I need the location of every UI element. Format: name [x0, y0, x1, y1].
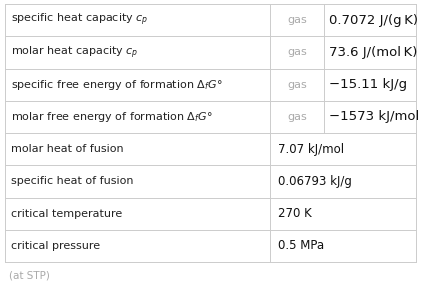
- Text: (at STP): (at STP): [9, 271, 50, 281]
- Text: −15.11 kJ/g: −15.11 kJ/g: [328, 78, 407, 91]
- Text: 7.07 kJ/mol: 7.07 kJ/mol: [278, 143, 344, 156]
- Text: gas: gas: [287, 112, 306, 122]
- Text: 0.5 MPa: 0.5 MPa: [278, 239, 324, 252]
- Text: −1573 kJ/mol: −1573 kJ/mol: [328, 110, 419, 123]
- Text: molar free energy of formation $\Delta_f G°$: molar free energy of formation $\Delta_f…: [11, 110, 213, 124]
- Text: gas: gas: [287, 80, 306, 90]
- Text: critical temperature: critical temperature: [11, 209, 122, 219]
- Text: 0.06793 kJ/g: 0.06793 kJ/g: [278, 175, 352, 188]
- Text: gas: gas: [287, 15, 306, 25]
- Text: 73.6 J/(mol K): 73.6 J/(mol K): [328, 46, 417, 59]
- Text: critical pressure: critical pressure: [11, 241, 100, 251]
- Text: 0.7072 J/(g K): 0.7072 J/(g K): [328, 14, 418, 27]
- Text: molar heat capacity $c_p$: molar heat capacity $c_p$: [11, 44, 139, 61]
- Text: molar heat of fusion: molar heat of fusion: [11, 144, 124, 154]
- Text: specific free energy of formation $\Delta_f G°$: specific free energy of formation $\Delt…: [11, 78, 223, 92]
- Text: gas: gas: [287, 47, 306, 57]
- Text: specific heat capacity $c_p$: specific heat capacity $c_p$: [11, 12, 148, 28]
- Text: 270 K: 270 K: [278, 207, 312, 220]
- Text: specific heat of fusion: specific heat of fusion: [11, 176, 133, 186]
